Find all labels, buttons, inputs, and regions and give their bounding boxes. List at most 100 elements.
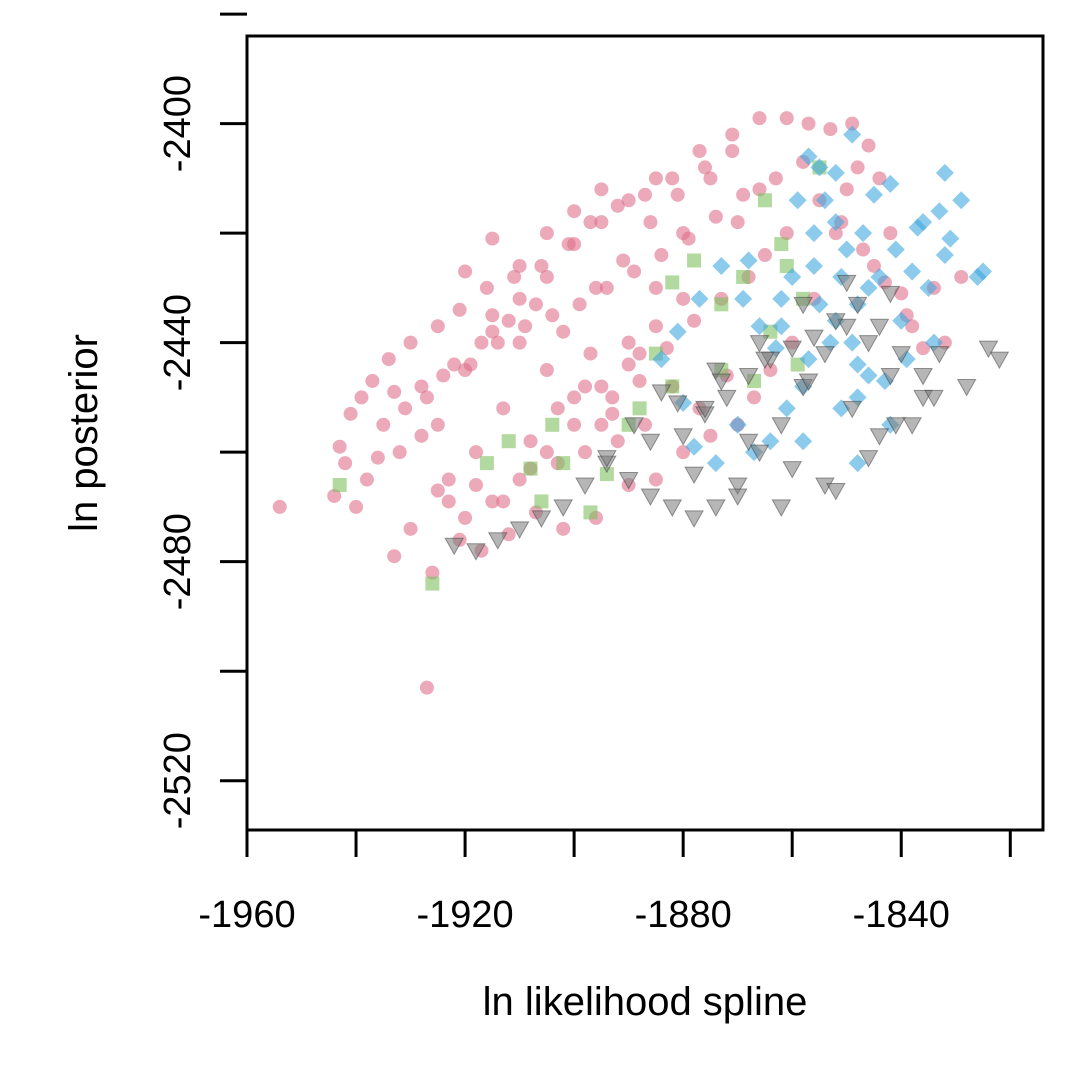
point-circle (430, 319, 445, 334)
point-circle (621, 335, 636, 350)
x-axis-tick-labels: -1960 -1920 -1880 -1840 (198, 894, 949, 936)
point-triangle-down (684, 510, 704, 528)
point-circle (567, 204, 582, 219)
point-triangle-down (662, 499, 683, 517)
point-triangle-down (913, 368, 933, 386)
point-triangle-down (716, 389, 737, 408)
point-circle (496, 401, 511, 416)
point-diamond (810, 295, 829, 314)
point-diamond (935, 246, 954, 265)
point-triangle-down (956, 378, 977, 397)
point-diamond (826, 163, 845, 182)
point-square (425, 576, 440, 591)
point-triangle-down (815, 346, 835, 364)
point-triangle-down (924, 389, 944, 408)
point-circle (419, 680, 434, 695)
point-circle (403, 521, 418, 536)
point-triangle-down (738, 368, 759, 386)
point-circle (850, 160, 865, 175)
point-circle (436, 368, 451, 383)
point-triangle-down (509, 521, 530, 539)
point-circle (485, 324, 500, 339)
point-triangle-down (531, 510, 552, 528)
point-circle (496, 494, 511, 509)
point-circle (370, 450, 385, 465)
point-circle (583, 215, 598, 230)
point-circle (534, 258, 549, 273)
x-tick-label: -1960 (198, 894, 295, 936)
point-triangle-down (869, 428, 890, 446)
point-circle (430, 483, 445, 498)
point-diamond (843, 125, 862, 144)
point-circle (539, 363, 554, 378)
point-circle (588, 280, 603, 295)
point-square (665, 275, 680, 290)
point-triangle-down (624, 417, 644, 435)
point-circle (398, 401, 413, 416)
point-circle (703, 171, 718, 186)
point-circle (479, 280, 494, 295)
point-diamond (843, 333, 862, 352)
y-tick-label: -2480 (157, 513, 199, 610)
point-circle (823, 122, 838, 137)
point-circle (567, 390, 582, 405)
point-circle (545, 308, 560, 323)
point-triangle-down (825, 482, 846, 501)
point-diamond (881, 174, 900, 193)
point-triangle-down (596, 450, 617, 468)
point-circle (578, 445, 593, 460)
point-circle (676, 226, 691, 241)
point-circle (665, 171, 680, 186)
point-triangle-down (771, 499, 792, 517)
point-diamond (903, 262, 922, 281)
point-triangle-down (793, 296, 813, 315)
point-triangle-down (727, 477, 748, 496)
point-circle (567, 237, 582, 252)
point-circle (272, 499, 287, 514)
point-triangle-down (749, 335, 770, 353)
point-triangle-down (673, 428, 694, 446)
point-circle (468, 445, 483, 460)
point-triangle-down (825, 313, 846, 331)
point-circle (757, 248, 772, 263)
point-circle (518, 319, 533, 334)
point-circle (550, 401, 565, 416)
point-diamond (690, 289, 709, 308)
point-circle (490, 335, 505, 350)
point-circle (594, 182, 609, 197)
point-circle (414, 379, 429, 394)
point-circle (708, 209, 723, 224)
y-tick-label: -2520 (157, 732, 199, 829)
point-circle (485, 494, 500, 509)
point-circle (725, 127, 740, 142)
point-circle (458, 264, 473, 279)
point-circle (458, 363, 473, 378)
point-circle (501, 313, 516, 328)
point-circle (539, 269, 554, 284)
point-circle (905, 319, 920, 334)
point-diamond (788, 191, 807, 210)
x-tick-label: -1880 (635, 894, 732, 936)
point-triangle-down (640, 433, 661, 452)
point-diamond (794, 432, 813, 451)
point-circle (954, 269, 969, 284)
point-diamond (777, 399, 796, 418)
point-circle (485, 308, 500, 323)
point-diamond (908, 218, 927, 237)
series-square (332, 160, 827, 591)
point-triangle-down (727, 488, 748, 506)
point-circle (578, 379, 593, 394)
point-circle (567, 417, 582, 432)
point-circle (507, 269, 522, 284)
point-circle (676, 291, 691, 306)
point-triangle-down (553, 499, 574, 517)
point-circle (752, 182, 767, 197)
point-square (534, 494, 549, 509)
point-diamond (772, 289, 791, 308)
point-circle (648, 171, 663, 186)
point-circle (703, 428, 718, 443)
point-diamond (859, 278, 878, 297)
point-circle (605, 406, 620, 421)
point-square (545, 417, 560, 432)
point-diamond (870, 267, 889, 286)
